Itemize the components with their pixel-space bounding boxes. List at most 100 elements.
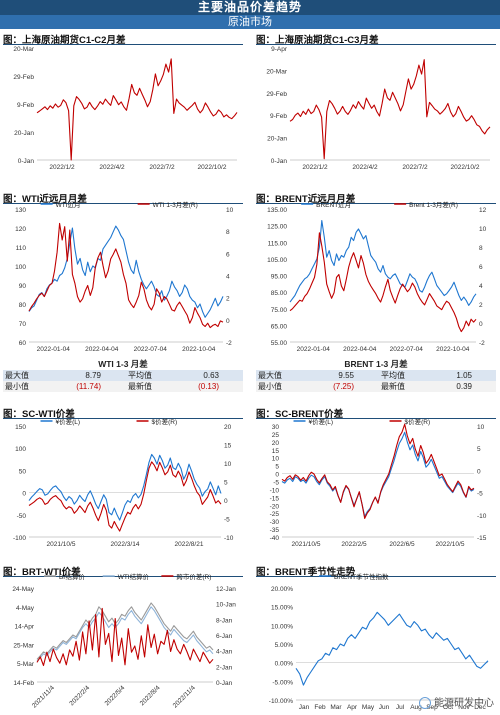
y-tick-label: 125.00 <box>267 224 287 231</box>
chart-brent-seasonal: -10.00% -5.00% 0.00% 5.00% 10.00% 15.00% 20.00… <box>269 572 489 711</box>
x-tick-label: 2022/6/5 <box>389 541 415 548</box>
y-tick-label: 95.00 <box>271 274 288 281</box>
series-line-0 <box>28 453 222 521</box>
y2-tick-label: 10 <box>224 461 232 468</box>
x-tick-label: 2022-10-04 <box>436 346 470 353</box>
y-tick-label: 15 <box>272 448 280 455</box>
series-line-0 <box>289 220 477 306</box>
y-tick-label: -35 <box>270 527 280 534</box>
y-tick-label: 20-Mar <box>13 46 34 53</box>
legend-label: WTI近月 <box>56 200 81 209</box>
x-tick-label: Jul <box>396 704 405 711</box>
legend-label: 跨市价差(R) <box>176 572 211 581</box>
chart-sc-c1c2: 20-Mar 29-Feb 9-Feb 20-Jan 0-Jan 2022/1/2 2022… <box>13 46 238 171</box>
y2-tick-label: 10-Jan <box>216 602 236 609</box>
y-tick-label: -10.00% <box>269 698 293 705</box>
y2-tick-label: 0-Jan <box>216 680 233 687</box>
x-tick-label: Oct <box>443 704 453 711</box>
series-line-0 <box>289 59 491 160</box>
x-tick-label: Mar <box>330 704 342 711</box>
x-tick-label: 2022/3/14 <box>111 541 140 548</box>
x-tick-label: Dec <box>474 704 486 711</box>
wti-stats-table: WTI 1-3 月差 最大值 8.79 平均值 0.63 最小值 (11.74)… <box>3 358 243 403</box>
y-tick-label: 60 <box>19 340 27 347</box>
y-tick-label: 24-May <box>12 586 34 593</box>
x-tick-label: 2022/4/2 <box>352 164 378 171</box>
y2-tick-label: 4 <box>226 274 230 281</box>
y-tick-label: 0-Jan <box>271 158 288 165</box>
legend-label: WTI结算价 <box>118 572 150 581</box>
x-tick-label: 2022/8/21 <box>175 541 204 548</box>
chart-brent-spread: 55.00 65.00 75.00 85.00 95.00 105.00 115.00 125… <box>267 200 487 353</box>
y2-tick-label: 4 <box>479 283 483 290</box>
series-line-0 <box>36 602 214 660</box>
series-line-0 <box>36 58 238 161</box>
x-tick-label: 2022/11/4 <box>172 684 197 709</box>
page-title: 主要油品价差趋势 <box>0 0 500 15</box>
chart-sc-brent: -40-35-30-25-20-15-10-5051015202530-15-1… <box>270 417 487 548</box>
series-line-1 <box>289 232 477 333</box>
legend-label: Br结算价 <box>59 572 86 581</box>
legend-label: ¥价差(L) <box>309 417 334 426</box>
legend-label: $价差(R) <box>405 417 431 426</box>
y-tick-label: 29-Feb <box>13 74 34 81</box>
y2-tick-label: 12 <box>479 207 487 214</box>
y2-tick-label: 4-Jan <box>216 649 233 656</box>
y2-tick-label: 6-Jan <box>216 633 233 640</box>
y-tick-label: 65.00 <box>271 323 288 330</box>
x-tick-label: 2022-07-04 <box>390 346 424 353</box>
y2-tick-label: 2 <box>226 296 230 303</box>
panel-brt-wti: 图：BRT-WTI价差 14-Feb 5-Mar 25-Mar 14-Apr 4-May… <box>3 564 243 714</box>
legend-label: $价差(R) <box>152 417 178 426</box>
y-tick-label: 100 <box>15 446 26 453</box>
stat-min-label: 最小值 <box>5 382 29 391</box>
brent-stats-table: BRENT 1-3 月差 最大值 9.55 平均值 1.05 最小值 (7.25… <box>256 358 496 403</box>
series-line-0 <box>28 225 224 318</box>
y-tick-label: 100 <box>15 264 26 271</box>
y-tick-label: 0-Jan <box>18 158 35 165</box>
panel-brent-spread: 图：BRENT近远月月差 55.00 65.00 75.00 85.00 95.00 10… <box>256 191 496 356</box>
y-tick-label: 29-Feb <box>266 91 287 98</box>
y2-tick-label: -2 <box>479 340 485 347</box>
y-tick-label: 0 <box>22 491 26 498</box>
y2-tick-label: -15 <box>477 535 487 542</box>
x-tick-label: 2022/10/5 <box>436 541 465 548</box>
stat-newest-value: 0.39 <box>456 382 472 391</box>
x-tick-label: 2021/10/5 <box>292 541 321 548</box>
x-tick-label: 2022-01-04 <box>37 346 71 353</box>
x-tick-label: 2022/10/2 <box>451 164 480 171</box>
panel-brent-seasonal: 图：BRENT季节性走势 -10.00% -5.00% 0.00% 5.00% 10.0… <box>256 564 496 714</box>
y-tick-label: 30 <box>272 424 280 431</box>
x-tick-label: 2021/10/5 <box>47 541 76 548</box>
x-tick-label: 2022/1/2 <box>302 164 328 171</box>
legend-label: WTI 1-3月差(R) <box>153 200 198 209</box>
x-tick-label: Feb <box>314 704 326 711</box>
x-tick-label: 2022/2/4 <box>68 684 91 707</box>
series-line-1 <box>28 461 222 532</box>
x-tick-label: 2022/10/2 <box>198 164 227 171</box>
series-line-2 <box>36 607 214 667</box>
y-tick-label: 80 <box>19 302 27 309</box>
x-tick-label: 2022/7/2 <box>402 164 428 171</box>
panel-title: 图：BRENT季节性走势 <box>256 567 356 578</box>
y2-tick-label: 0 <box>479 321 483 328</box>
panel-title: 图：WTI近远月月差 <box>3 194 87 205</box>
stat-min-value: (7.25) <box>333 382 354 391</box>
y2-tick-label: -10 <box>477 513 487 520</box>
x-tick-label: 2022/2/5 <box>341 541 367 548</box>
y-tick-label: 20.00% <box>271 586 293 593</box>
y-tick-label: 25-Mar <box>13 642 34 649</box>
x-tick-label: Aug <box>410 704 422 711</box>
stats-title: BRENT 1-3 月差 <box>344 359 408 369</box>
y2-tick-label: 0 <box>224 498 228 505</box>
section-subtitle: 原油市场 <box>0 15 500 29</box>
y-tick-label: 130 <box>15 207 26 214</box>
y-tick-label: 14-Feb <box>13 680 34 687</box>
panel-sc-brent: 图：SC-BRENT价差 -40 -35 -30 -25 -20 -15 -10 -5 0 5 10… <box>256 406 496 551</box>
x-tick-label: Apr <box>347 704 358 711</box>
y2-tick-label: 8-Jan <box>216 617 233 624</box>
y-tick-label: 10.00% <box>271 623 293 630</box>
panel-title: 图：BRENT近远月月差 <box>256 194 356 205</box>
x-tick-label: Jun <box>379 704 390 711</box>
panel-sc-wti: 图：SC-WTI价差 -100 -50 0 50 100 150 -10 -5 0 5 10 15 20… <box>3 406 243 551</box>
